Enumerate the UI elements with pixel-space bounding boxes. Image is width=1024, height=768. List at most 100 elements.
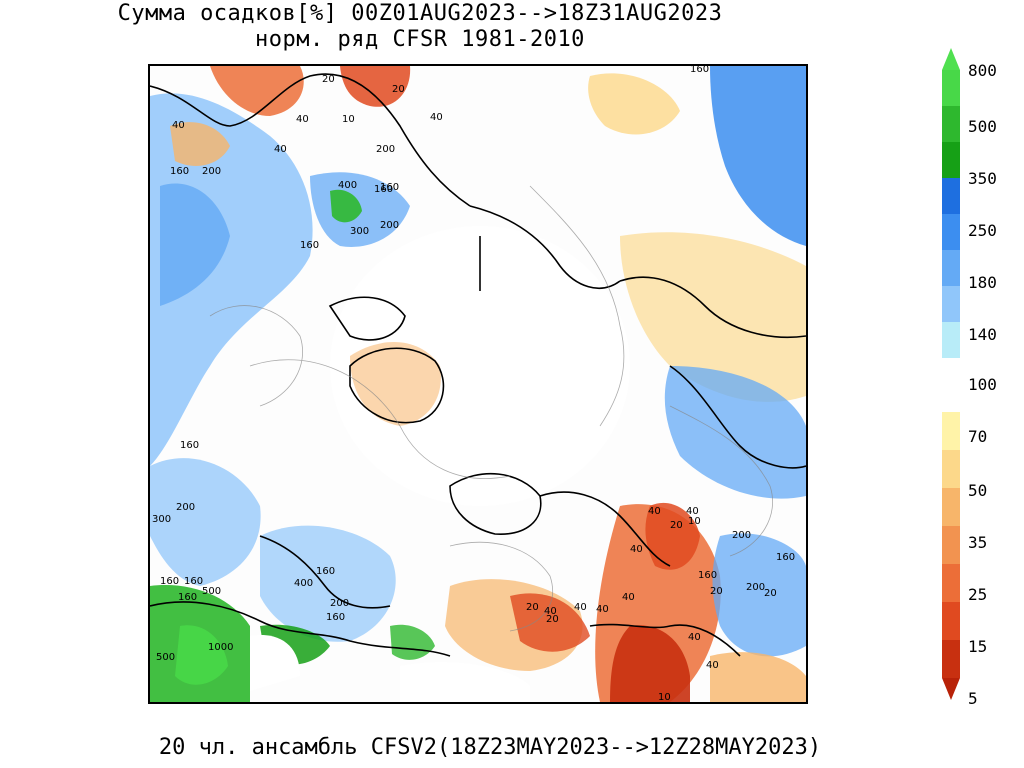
contour-label: 500 [156, 652, 175, 663]
contour-label: 200 [732, 530, 751, 541]
contour-label: 10 [658, 692, 671, 702]
contour-label: 40 [296, 114, 309, 125]
region-siberia-dry [620, 232, 806, 402]
colorbar-top-arrow [942, 48, 960, 70]
colorbar-level-label: 15 [968, 637, 987, 656]
contour-label: 160 [160, 576, 179, 587]
colorbar-level-label: 250 [968, 221, 997, 240]
region-africa-extreme [175, 625, 228, 685]
colorbar-swatch-dry [942, 450, 960, 488]
colorbar-bottom-arrow [942, 678, 960, 700]
coast-russia-north [539, 491, 671, 567]
region-north-dry [588, 73, 680, 135]
contour-label: 40 [686, 506, 699, 517]
contour-label: 10 [342, 114, 355, 125]
contour-label: 200 [746, 582, 765, 593]
region-nodata-2 [400, 662, 530, 702]
contour-label: 400 [294, 578, 313, 589]
colorbar-level-label: 35 [968, 533, 987, 552]
contour-label: 160 [326, 612, 345, 623]
colorbar-swatch-dry [942, 602, 960, 640]
contour-label: 20 [710, 586, 723, 597]
contour-label: 40 [706, 660, 719, 671]
region-alaska-wet [160, 183, 230, 306]
colorbar-level-label: 50 [968, 481, 987, 500]
contour-label: 160 [690, 66, 709, 75]
border-asia [589, 623, 741, 657]
colorbar-canvas: 800 500 350 250 180 140 100 70 50 35 25 15 5 [942, 48, 997, 708]
contour-label: 40 [688, 632, 701, 643]
coast-europe [259, 535, 391, 609]
region-caspian-dry [510, 593, 590, 652]
precip-field [150, 66, 806, 702]
colorbar-swatch-wet [942, 286, 960, 322]
colorbar-swatch-wet [942, 70, 960, 106]
precipitation-map: 20 20 10 40 40 40 40 200 160 200 160 400 160 300 200 16… [148, 64, 808, 704]
contour-label: 20 [546, 614, 559, 625]
region-ne-wet [710, 66, 806, 246]
region-top-dry [210, 66, 304, 116]
colorbar-level-label: 180 [968, 273, 997, 292]
contour-label: 160 [776, 552, 795, 563]
contour-label: 40 [172, 120, 185, 131]
coast-mediterranean [150, 601, 451, 657]
colorbar-swatch-wet [942, 250, 960, 286]
contour-label: 40 [622, 592, 635, 603]
contour-label: 10 [688, 516, 701, 527]
contour-label: 20 [392, 84, 405, 95]
colorbar-swatch-wet [942, 106, 960, 142]
coast-north-america [150, 73, 471, 207]
contour-label: 1000 [208, 642, 233, 653]
colorbar-swatch-wet [942, 214, 960, 250]
contour-label: 500 [202, 586, 221, 597]
contour-lines [209, 185, 773, 632]
colorbar-swatch-dry [942, 640, 960, 678]
region-atlantic-wet [150, 458, 261, 586]
colorbar-swatch-dry [942, 564, 960, 602]
colorbar-swatch-wet [942, 178, 960, 214]
contour-label: 40 [274, 144, 287, 155]
colorbar-level-label: 500 [968, 117, 997, 136]
colorbar-level-label: 350 [968, 169, 997, 188]
contour-label: 400 [338, 180, 357, 191]
region-far-east-wet [712, 533, 806, 657]
coastlines [150, 73, 806, 657]
ensemble-caption: 20 чл. ансамбль CFSV2(18Z23MAY2023-->12Z… [158, 735, 822, 760]
contour-label: 160 [316, 566, 335, 577]
colorbar-level-label: 5 [968, 689, 978, 708]
contour-label: 160 [178, 592, 197, 603]
contour-label: 160 [184, 576, 203, 587]
region-japan-dry [710, 652, 806, 702]
contour-label: 20 [526, 602, 539, 613]
map-title: Сумма осадков[%] 00Z01AUG2023-->18Z31AUG… [117, 1, 723, 26]
contour-label: 160 [180, 440, 199, 451]
colorbar-swatch-dry [942, 412, 960, 450]
colorbar-level-label: 25 [968, 585, 987, 604]
colorbar-swatch-dry [942, 526, 960, 564]
region-top-dry-2 [340, 66, 411, 107]
coast-baffin [328, 296, 406, 341]
coast-east-siberia [669, 365, 806, 469]
region-alaska-dry [170, 122, 230, 166]
contour-label: 20 [764, 588, 777, 599]
region-china-verydry [610, 625, 690, 702]
contour-label: 300 [152, 514, 171, 525]
colorbar-level-label: 70 [968, 427, 987, 446]
contour-label: 160 [698, 570, 717, 581]
region-nodata [250, 635, 300, 691]
contour-label: 160 [300, 240, 319, 251]
contour-label: 200 [176, 502, 195, 513]
coast-siberia [619, 276, 806, 339]
contour-label: 160 [374, 184, 393, 195]
colorbar-level-label: 800 [968, 61, 997, 80]
region-greenland [350, 342, 441, 426]
region-mongolia-dry [645, 502, 700, 570]
contour-label: 200 [376, 144, 395, 155]
map-subtitle: норм. ряд CFSR 1981-2010 [255, 27, 585, 52]
region-arctic [330, 226, 630, 506]
contour-label: 20 [322, 74, 335, 85]
contour-label: 160 [170, 166, 189, 177]
coast-canada-arctic [469, 205, 621, 290]
